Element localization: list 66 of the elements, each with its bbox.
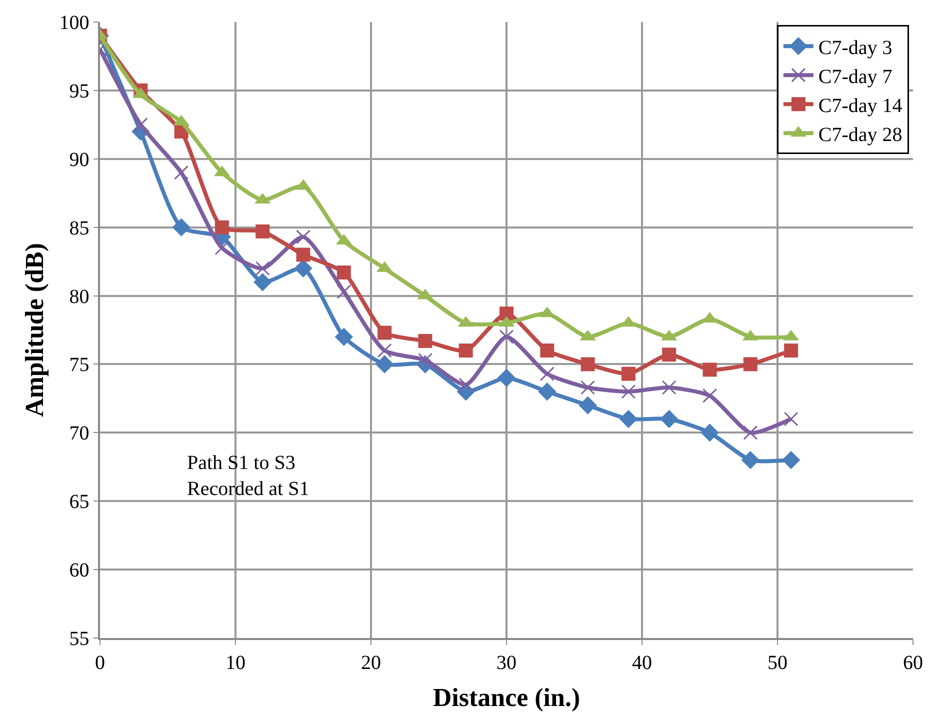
y-tick-label: 75 [69,354,90,376]
x-tick-label: 30 [496,652,516,674]
point [743,425,758,440]
y-tick-label: 60 [69,560,90,582]
point [580,357,595,372]
point [214,240,230,256]
point [702,362,717,377]
y-tick-label: 80 [69,286,90,308]
point [578,396,597,414]
point [621,366,636,381]
point [256,224,270,238]
legend-label: C7-day 3 [818,36,892,59]
y-tick-label: 55 [69,628,90,650]
y-tick-label: 70 [69,422,90,445]
legend-label: C7-day 28 [818,124,902,146]
point [499,330,514,344]
point [540,366,554,382]
point [378,326,392,340]
y-tick-label: 65 [69,491,90,514]
point [497,368,516,388]
x-tick-label: 50 [768,652,788,674]
point [418,334,432,348]
point [700,424,719,442]
point [743,357,758,372]
point [540,344,554,358]
y-tick-label: 90 [69,148,90,171]
point [336,284,352,299]
point [172,218,190,236]
point [784,344,798,358]
point [784,412,798,426]
point [660,410,678,428]
point [619,410,638,428]
x-tick-label: 0 [95,652,105,674]
point [702,388,717,403]
point [377,343,392,358]
point [500,306,514,321]
point [458,344,473,358]
y-tick-label: 100 [59,12,90,34]
point [296,248,310,262]
legend-label: C7-day 14 [818,94,902,117]
annotation: Path S1 to S3 Recorded at S1 [187,452,310,500]
point [662,348,676,362]
point [334,328,353,346]
point [255,261,270,276]
x-tick-label: 10 [226,652,246,674]
y-tick-label: 95 [69,80,90,102]
x-axis-title: Distance (in.) [432,682,580,712]
point [133,117,148,132]
point [254,272,272,292]
point [336,266,351,280]
y-axis-title: Amplitude (dB) [20,242,50,418]
point [782,450,800,470]
point [296,230,310,244]
x-tick-label: 20 [361,652,381,674]
point [375,355,394,374]
point [662,380,676,395]
point [538,382,556,401]
point [741,450,760,470]
point [214,220,229,234]
x-tick-label: 60 [903,652,923,674]
y-tick-label: 85 [69,217,90,240]
point [580,380,596,395]
point [621,384,636,399]
x-tick-label: 40 [632,652,652,674]
legend-label: C7-day 7 [818,66,892,88]
point [174,165,189,180]
